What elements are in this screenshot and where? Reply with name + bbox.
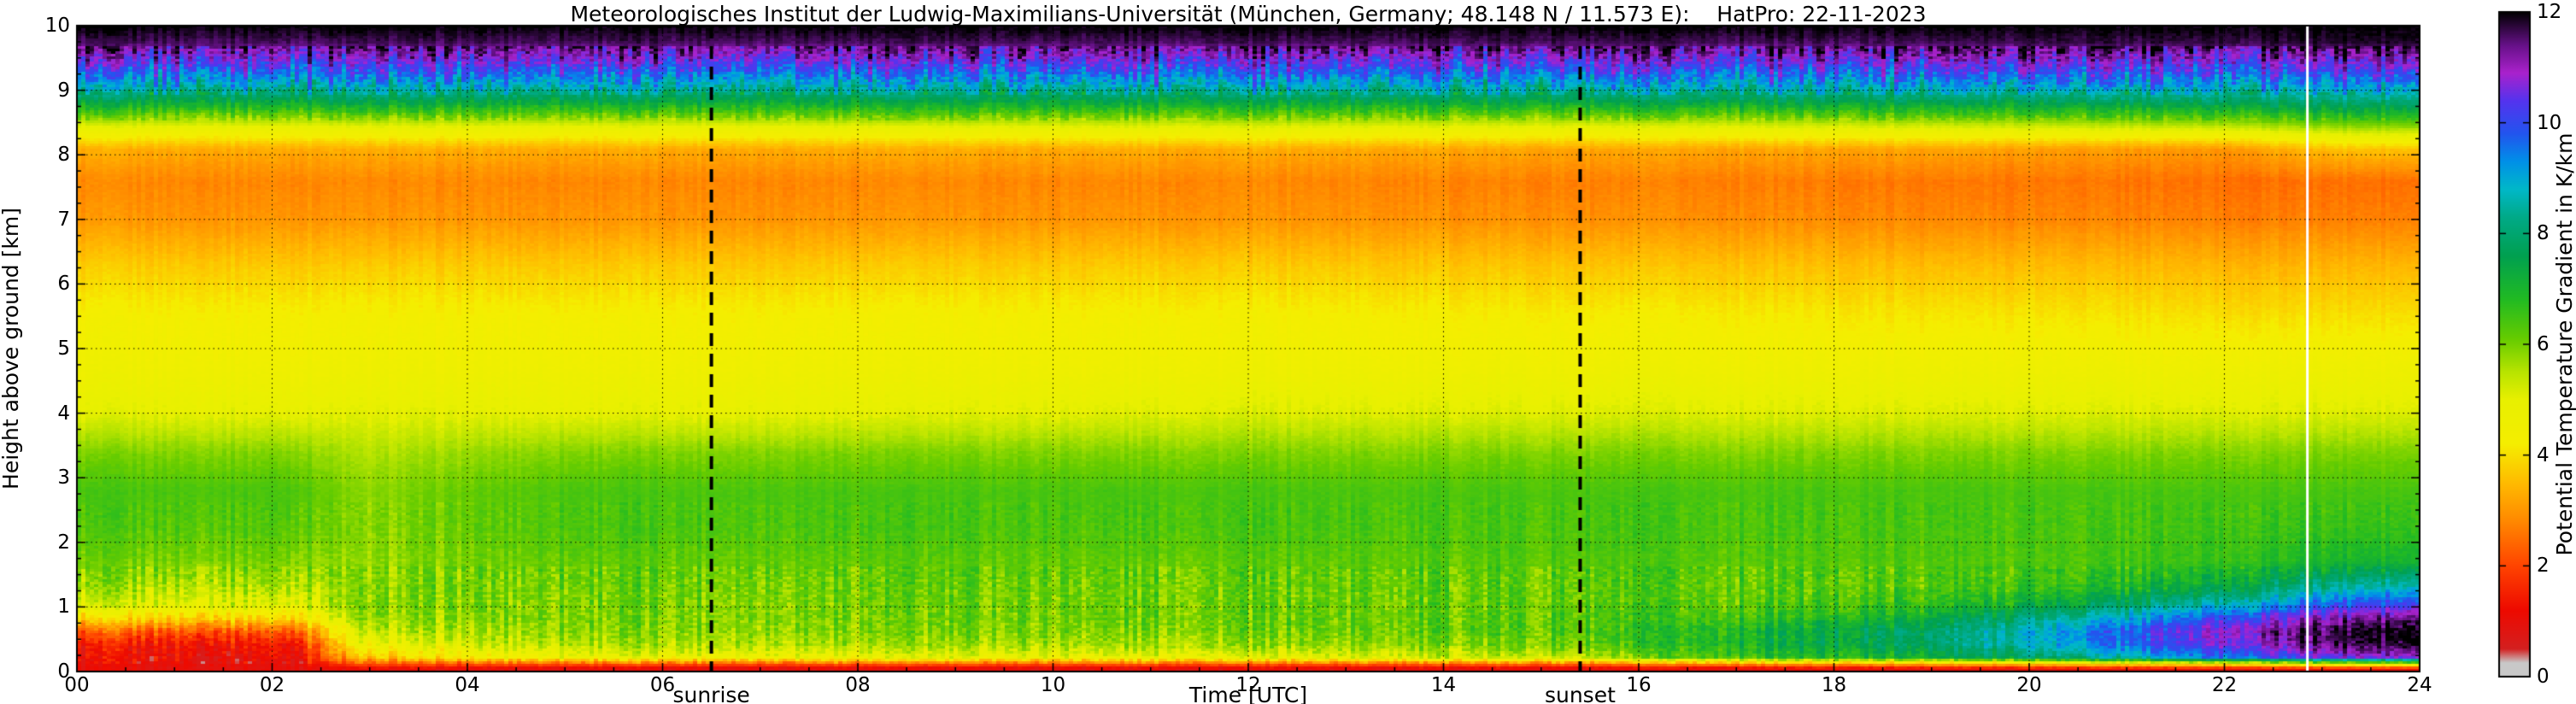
colorbar-label: Potential Temperature Gradient in K/km [2552, 132, 2576, 556]
y-axis-label: Height above ground [km] [0, 208, 23, 490]
chart-title: Meteorologisches Institut der Ludwig-Max… [570, 2, 1927, 26]
x-axis-label: Time [UTC] [1188, 683, 1308, 704]
